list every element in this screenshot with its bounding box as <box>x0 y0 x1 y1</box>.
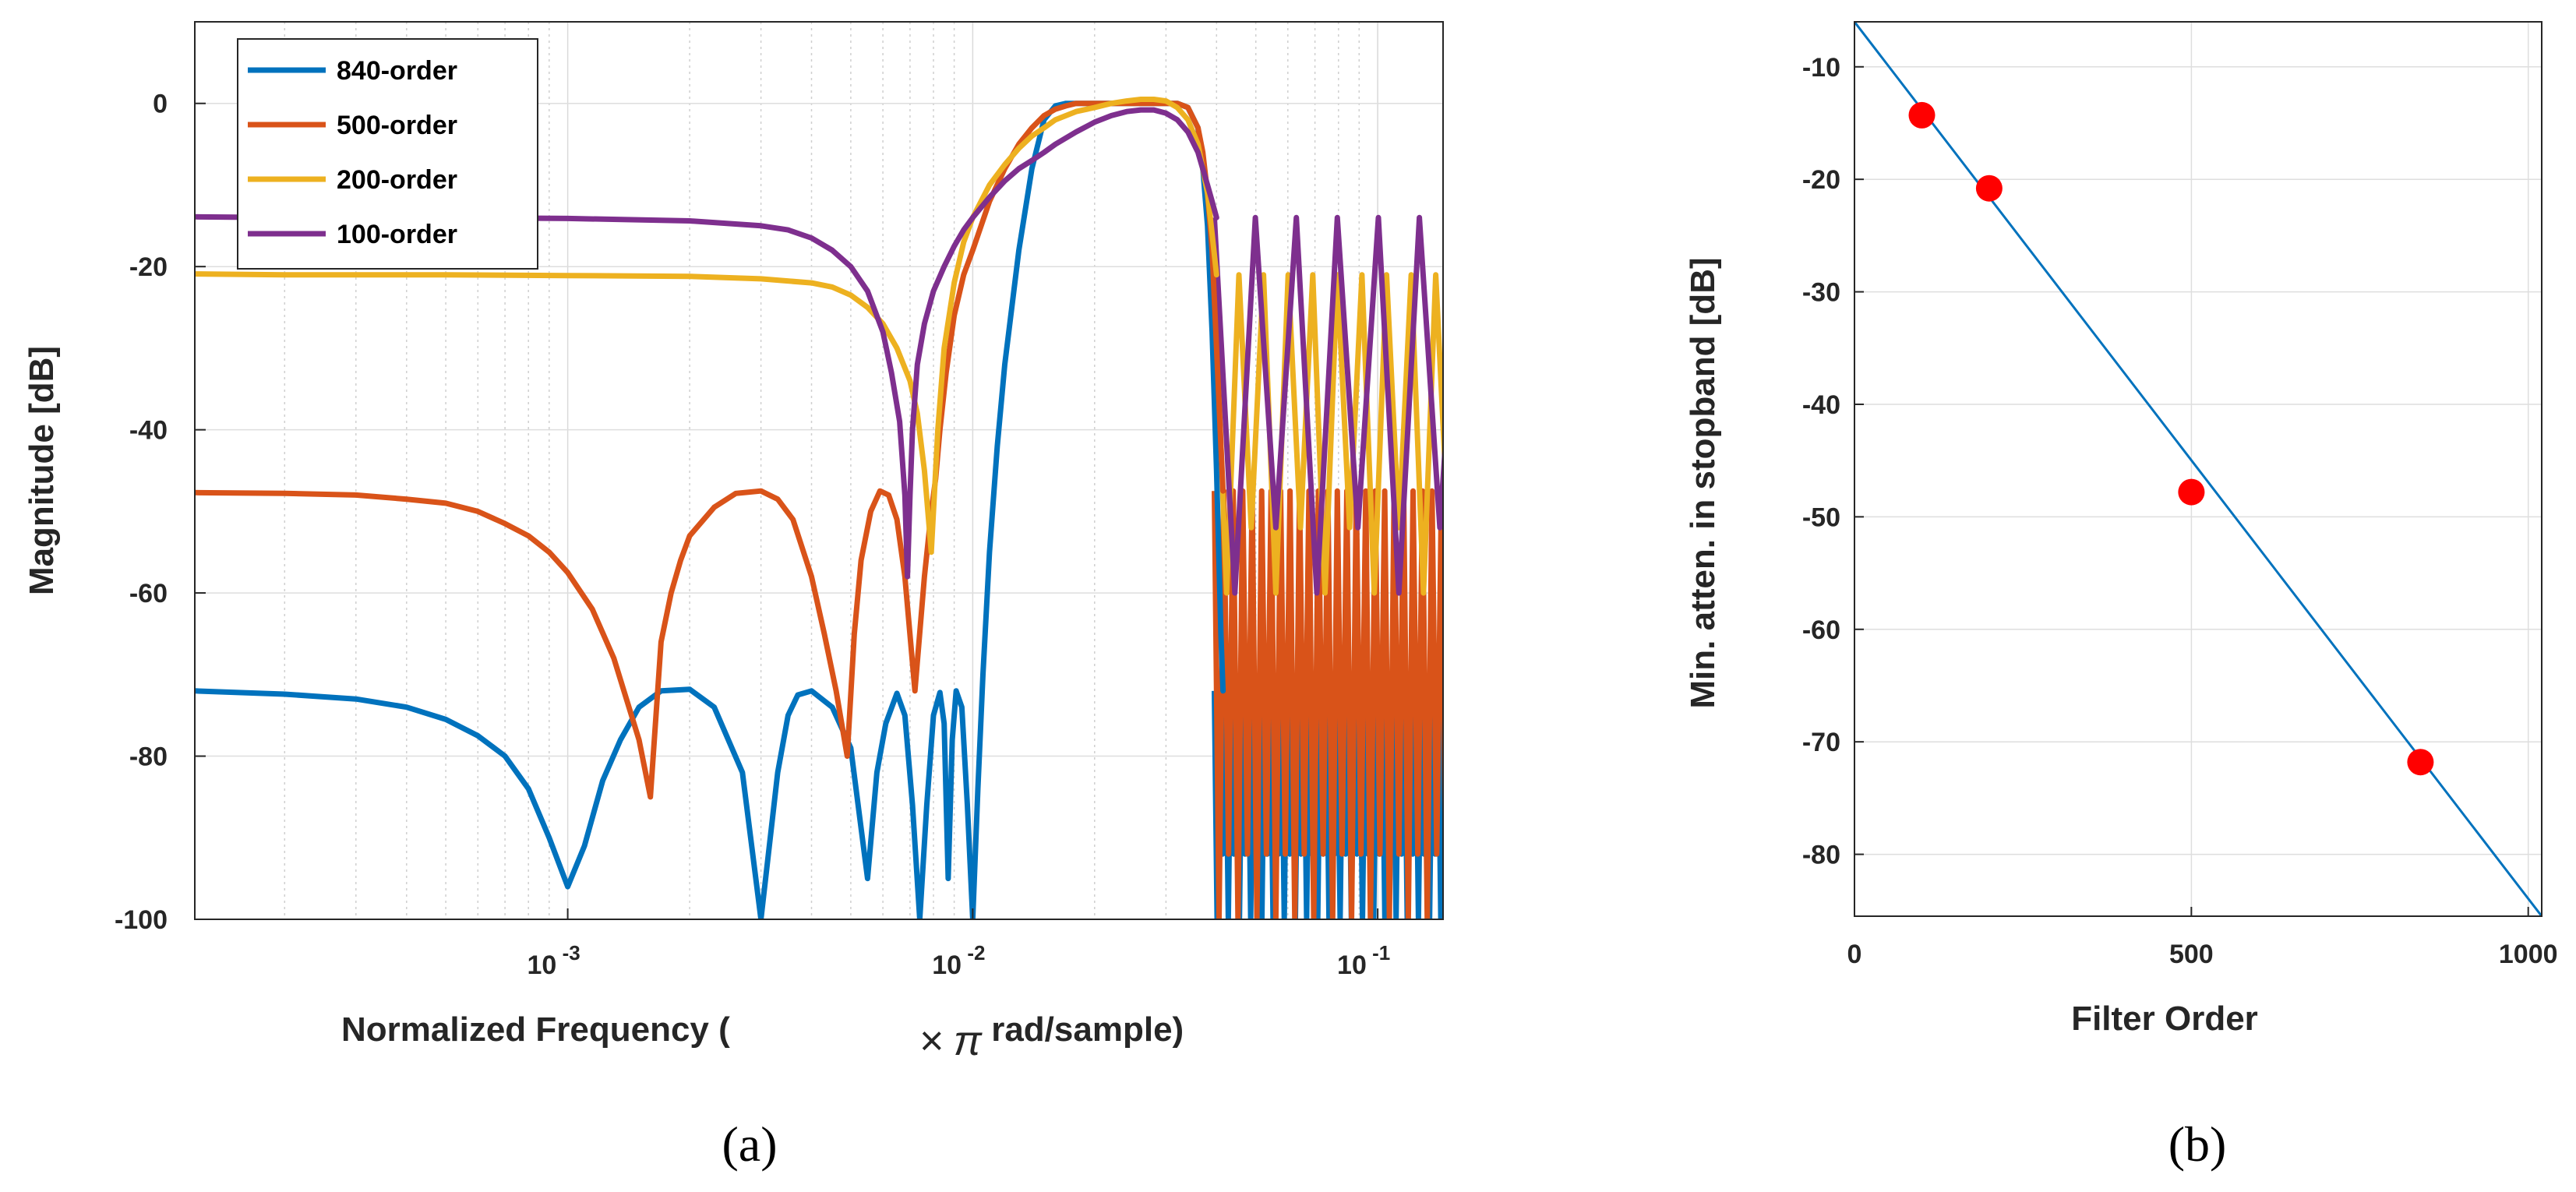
pi-symbol: π <box>954 1017 983 1064</box>
y-tick-label: -70 <box>1802 728 1840 757</box>
data-layer <box>1854 22 2542 916</box>
y-tick-label: -80 <box>129 742 168 772</box>
times-symbol: × <box>919 1017 944 1064</box>
y-tick-label: -80 <box>1802 841 1840 870</box>
y-axis-label: Magnitude [dB] <box>23 346 61 595</box>
y-axis-label: Min. atten. in stopband [dB] <box>1684 257 1722 708</box>
series-line-200-order <box>195 97 1219 555</box>
stopband-ripple-500-order <box>1212 488 1443 919</box>
series-line-500-order <box>195 101 1226 800</box>
legend-label: 200-order <box>337 165 457 195</box>
x-axis-label-suffix: rad/sample) <box>991 1010 1184 1049</box>
y-tick-label: -60 <box>1802 615 1840 645</box>
magnitude-response-chart: 0 -20 -40 -60 -80 -100 10 -3 10 -2 10 -1 840-or… <box>23 21 1444 1172</box>
data-point <box>2178 478 2205 506</box>
legend-box <box>237 38 538 270</box>
legend-label: 100-order <box>337 220 457 249</box>
x-tick-label: 10 -1 <box>1337 941 1390 980</box>
attenuation-vs-order-chart: -10 -20 -30 -40 -50 -60 -70 -80 0 500 1000 Min. a… <box>1684 21 2558 1172</box>
x-tick-label: 10 -3 <box>528 941 580 980</box>
x-axis-ticks: 0 500 1000 <box>1847 907 2558 969</box>
x-tick-label: 0 <box>1847 940 1862 969</box>
stopband-ripple-100-order <box>1212 214 1443 596</box>
data-point <box>2407 749 2434 776</box>
y-tick-label: -30 <box>1802 278 1840 308</box>
y-tick-label: -10 <box>1802 53 1840 83</box>
y-tick-label: -100 <box>115 905 168 935</box>
response-curves <box>195 97 1443 919</box>
y-tick-label: -40 <box>129 416 168 446</box>
data-point <box>1975 175 2003 202</box>
panel-label-a: (a) <box>722 1116 777 1172</box>
y-axis-ticks: -10 -20 -30 -40 -50 -60 -70 -80 <box>1802 53 1864 870</box>
x-axis-label-prefix: Normalized Frequency ( <box>341 1010 730 1049</box>
x-axis-label: Filter Order <box>2071 1000 2258 1038</box>
x-tick-label: 10 -2 <box>932 941 985 980</box>
legend: 840-order 500-order 200-order 100-order <box>237 38 538 270</box>
plot-frame <box>194 21 1444 920</box>
stopband-ripple-200-order <box>1212 272 1443 596</box>
data-point <box>1908 101 1936 129</box>
panel-label-b: (b) <box>2168 1116 2227 1172</box>
x-tick-label: 500 <box>2169 940 2214 969</box>
x-axis-label: Normalized Frequency ( × π rad/sample) <box>341 1010 1184 1064</box>
y-tick-label: -60 <box>129 579 168 608</box>
y-tick-label: -50 <box>1802 503 1840 532</box>
y-tick-label: -20 <box>129 252 168 282</box>
y-tick-label: -20 <box>1802 165 1840 195</box>
x-tick-label: 1000 <box>2499 940 2558 969</box>
plot-frame <box>1854 21 2542 917</box>
legend-label: 840-order <box>337 56 457 86</box>
y-tick-label: 0 <box>153 90 168 119</box>
series-line-100-order <box>195 107 1219 580</box>
x-axis-ticks: 10 -3 10 -2 10 -1 <box>528 908 1390 980</box>
y-axis-ticks: 0 -20 -40 -60 -80 -100 <box>115 90 206 935</box>
y-tick-label: -40 <box>1802 390 1840 420</box>
legend-label: 500-order <box>337 111 457 140</box>
